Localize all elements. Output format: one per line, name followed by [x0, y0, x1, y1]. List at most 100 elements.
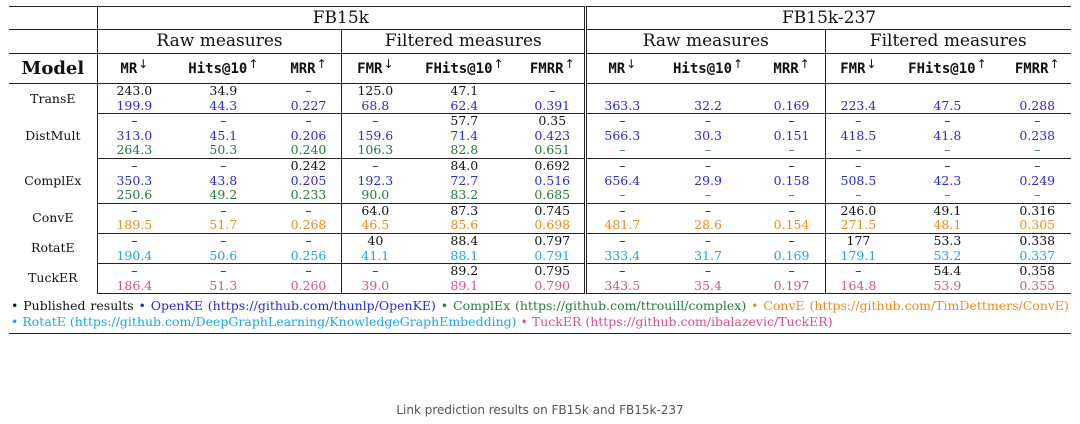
table-cell: 0.338 [1019, 232, 1056, 248]
arrow-up-icon: ↑ [976, 57, 987, 71]
table-cell: – [704, 113, 712, 129]
bullet-icon: • [520, 314, 528, 330]
table-row: ComplEx – –0.242–84.0 0.692– – – – – – [9, 157, 1071, 204]
table-cell: 313.0 [116, 127, 153, 143]
legend-item-pub: • Published results [11, 298, 134, 313]
table-cell: 53.9 [891, 278, 1004, 295]
metric-header: MR↓ [584, 53, 658, 84]
table-cell: 53.2 [891, 248, 1004, 265]
table-cell: 49.1 [933, 202, 962, 218]
table-cell: 0.698 [520, 217, 586, 234]
table-cell: 84.0 [450, 157, 479, 173]
table-row: ConvE – – –64.0 87.3 0.745– – –246.0 49.1 0.316 [9, 202, 1071, 234]
table-cell: 32.2 [657, 98, 759, 115]
table-cell: – [220, 232, 227, 248]
table-cell: 0.233 [275, 187, 342, 204]
legend-label: TuckER (https://github.com/ibalazevic/Tu… [531, 314, 833, 330]
table-cell: – [549, 83, 556, 98]
arrow-up-icon: ↑ [1049, 57, 1060, 71]
legend-label: RotatE (https://github.com/DeepGraphLear… [22, 314, 517, 330]
table-cell: – [891, 187, 1004, 204]
table-cell: – [220, 157, 227, 173]
table-cell: 41.8 [933, 127, 962, 143]
table-cell: – [657, 143, 759, 159]
table-cell: 28.6 [657, 217, 759, 234]
table-cell: 0.685 [520, 187, 586, 204]
table-cell: 88.1 [408, 248, 521, 265]
table-cell: 0.206 [290, 127, 327, 143]
table-cell: 0.249 [1019, 172, 1056, 188]
table-cell: 90.0 [341, 187, 409, 204]
table-cell: – [131, 232, 138, 248]
bullet-icon: • [11, 314, 19, 330]
group-header: Raw measures [584, 29, 825, 54]
table-cell [657, 84, 758, 99]
table-cell: – [788, 232, 795, 248]
metric-name: MR [120, 61, 138, 77]
table-row: 250.6 49.2 0.233 90.0 83.2 0.685– – – – – – [9, 187, 1071, 204]
table-cell: 0.745 [534, 202, 571, 218]
table-cell: 54.4 [933, 263, 962, 279]
table-cell: 0.651 [520, 143, 586, 159]
table-cell: 0.205 [290, 172, 327, 188]
metric-name: FHits@10 [908, 61, 976, 77]
table-cell: – [131, 202, 138, 218]
table-cell: 41.1 [341, 248, 409, 265]
table-cell: 566.3 [584, 128, 658, 144]
table-cell: – [657, 187, 759, 204]
table-cell: 83.2 [408, 187, 521, 204]
table-cell: – [944, 113, 951, 129]
table-cell: 46.5 [341, 217, 409, 234]
legend-item-conve: • ConvE (https://github.com/TimDettmers/… [751, 298, 1069, 313]
table-cell: 0.797 [534, 232, 571, 248]
table-cell: 508.5 [824, 173, 892, 189]
metric-name: MRR [773, 61, 799, 77]
table-cell: 49.2 [171, 187, 276, 204]
table-cell: 0.238 [1019, 127, 1056, 143]
arrow-up-icon: ↑ [248, 57, 259, 71]
table-cell: – [824, 158, 892, 174]
table-cell: 82.8 [408, 143, 521, 159]
table-cell: 85.6 [408, 217, 521, 234]
model-name: RotatE [9, 233, 98, 264]
table-cell: 343.5 [584, 278, 658, 295]
model-column-header: Model [9, 53, 98, 84]
metric-name: Hits@10 [188, 61, 248, 77]
metric-header: Hits@10↑ [171, 53, 276, 84]
table-cell: 0.337 [1003, 248, 1071, 265]
table-cell: – [788, 113, 795, 129]
table-cell: – [584, 187, 658, 204]
figure-caption: Link prediction results on FB15k and FB1… [396, 403, 684, 417]
dataset-header-fb15k: FB15k [97, 6, 586, 30]
table-cell: 271.5 [824, 217, 892, 234]
table-row: 313.0 45.1 0.206 159.6 71.4 0.423 566.3 30.3 0.1… [9, 127, 1071, 144]
table-cell: 246.0 [824, 203, 892, 219]
table-cell: – [341, 158, 409, 174]
table-cell [1003, 84, 1071, 99]
metric-header: FMR↓ [341, 53, 409, 84]
table-cell: 0.288 [1003, 98, 1071, 115]
table-cell: – [584, 158, 658, 174]
table-cell: 88.4 [450, 232, 479, 248]
table-cell: – [1034, 157, 1041, 173]
table-cell: 64.0 [341, 203, 409, 219]
table-cell: 31.7 [657, 248, 759, 265]
legend-item-rotate: • RotatE (https://github.com/DeepGraphLe… [11, 314, 517, 329]
legend-label: ComplEx (https://github.com/ttrouill/com… [453, 298, 747, 314]
table-cell: – [758, 187, 825, 204]
metric-header: MRR↑ [275, 53, 342, 84]
table-cell: – [824, 187, 892, 204]
table-cell: – [1034, 113, 1041, 129]
arrow-up-icon: ↑ [733, 57, 744, 71]
metric-header: MRR↑ [758, 53, 825, 84]
table-cell: 53.3 [933, 232, 962, 248]
table-cell: 333.4 [584, 248, 658, 265]
table-cell: – [131, 263, 138, 279]
table-cell: 87.3 [450, 202, 479, 218]
table-cell: – [584, 143, 658, 159]
legend-label: OpenKE (https://github.com/thunlp/OpenKE… [150, 298, 436, 314]
table-cell [759, 84, 825, 99]
table-cell: – [341, 113, 409, 129]
results-table-figure: FB15k FB15k-237 Raw measures Filtered me… [9, 6, 1071, 335]
table-cell: 0.795 [534, 263, 571, 279]
